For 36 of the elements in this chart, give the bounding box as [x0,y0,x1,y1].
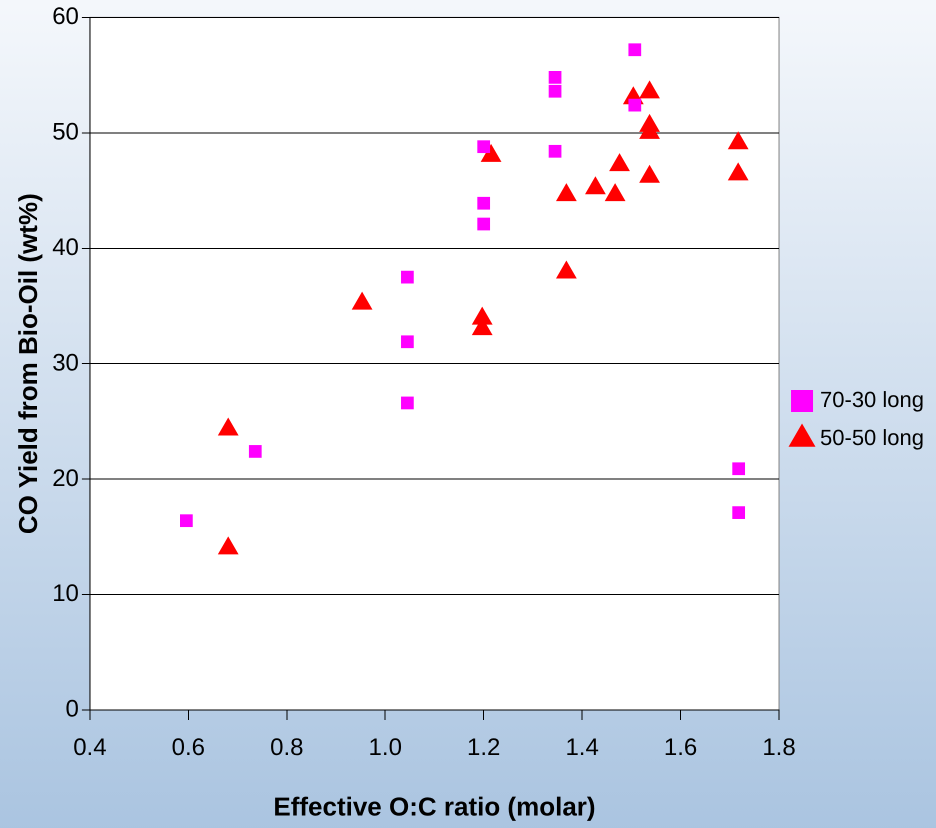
point [401,396,414,410]
point [639,164,660,183]
point [728,162,749,180]
point [556,260,577,279]
x-tick-label: 0.6 [172,734,206,762]
point [639,80,660,98]
x-tick-label: 1.8 [762,734,796,762]
point [604,183,626,202]
x-tick-label: 1.2 [466,734,500,762]
y-tick-label: 50 [52,118,79,146]
y-tick-label: 0 [66,696,79,723]
legend-label: 70-30 long [820,387,924,412]
x-tick-label: 0.8 [270,734,304,762]
y-axis-title: CO Yield from Bio-Oil (wt%) [12,193,43,534]
x-axis-title: Effective O:C ratio (molar) [273,792,596,822]
point [609,153,630,172]
legend-label: 50-50 long [820,425,924,450]
point [732,506,746,519]
point [556,183,577,202]
point [352,292,372,310]
y-tick-label: 30 [52,349,79,376]
point [585,176,606,194]
x-tick-label: 1.4 [565,734,599,762]
y-tick-label: 60 [52,3,79,30]
point [248,445,262,458]
y-tick-label: 40 [52,234,79,261]
point [180,514,193,528]
point [480,144,502,162]
point [401,335,414,348]
x-tick-label: 1.6 [664,734,698,762]
x-tick-label: 0.4 [73,734,107,762]
point [732,462,746,476]
x-tick-label: 1.0 [368,734,402,762]
point [728,131,749,150]
y-tick-label: 20 [52,464,79,492]
y-tick-label: 10 [52,580,79,608]
